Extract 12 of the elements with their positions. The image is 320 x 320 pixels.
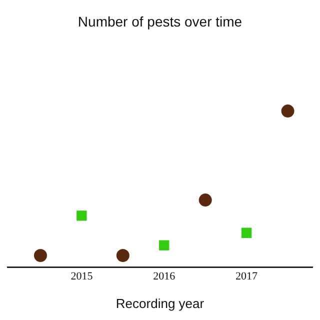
x-tick-label: 2017 bbox=[236, 270, 258, 283]
point bbox=[241, 228, 252, 238]
point bbox=[76, 210, 87, 221]
x-tick-label: 2015 bbox=[70, 270, 94, 283]
point bbox=[281, 104, 294, 118]
point bbox=[159, 240, 170, 250]
point bbox=[116, 248, 130, 262]
point bbox=[34, 248, 47, 262]
x-tick-label: 2016 bbox=[153, 270, 176, 283]
x-axis-title: Recording year bbox=[116, 296, 205, 311]
point bbox=[198, 194, 212, 207]
chart-title: Number of pests over time bbox=[78, 13, 242, 30]
